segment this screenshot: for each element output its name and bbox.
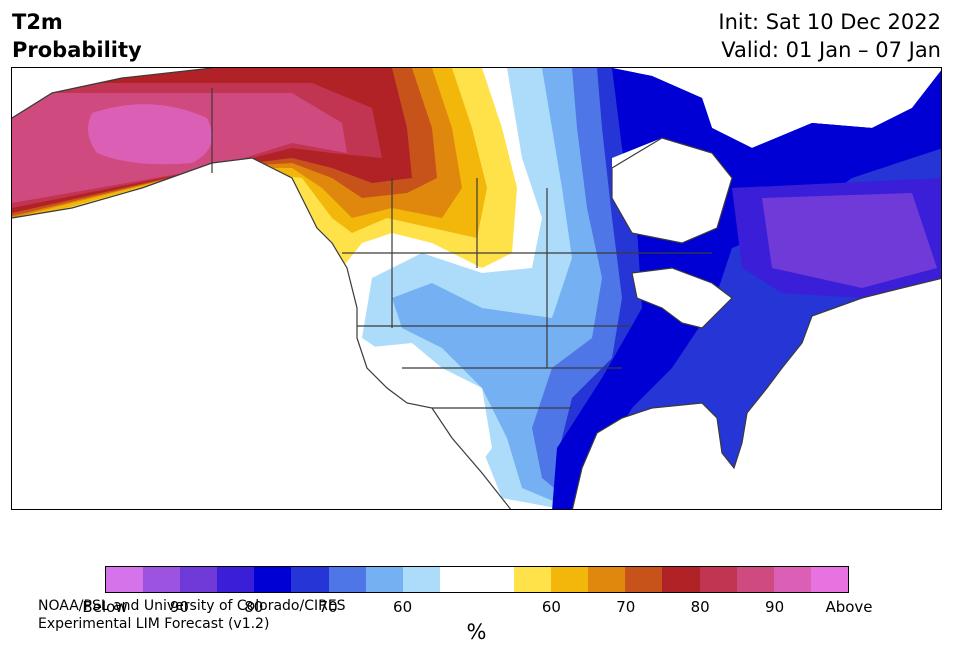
colorbar-swatch — [625, 567, 663, 592]
colorbar-swatch — [699, 567, 737, 592]
colorbar-swatch — [439, 567, 477, 592]
colorbar-swatch — [551, 567, 589, 592]
colorbar-swatch — [810, 567, 848, 592]
title-line-2: Probability — [12, 38, 142, 62]
hudson-bay — [612, 138, 732, 243]
colorbar-swatch — [217, 567, 255, 592]
forecast-map — [11, 67, 942, 510]
colorbar-swatch — [143, 567, 181, 592]
colorbar-swatch — [254, 567, 292, 592]
colorbar-swatch — [328, 567, 366, 592]
map-subtitle: Init: Sat 10 Dec 2022 Valid: 01 Jan – 07… — [718, 8, 941, 64]
colorbar-tick-label: 70 — [616, 598, 636, 616]
colorbar-tick-label: Below — [82, 598, 128, 616]
colorbar-swatch — [662, 567, 700, 592]
colorbar-tick-label: 70 — [318, 598, 338, 616]
colorbar-tick-label: 60 — [541, 598, 561, 616]
colorbar-swatch — [291, 567, 329, 592]
colorbar-swatch — [180, 567, 218, 592]
colorbar-tick-label: 80 — [690, 598, 710, 616]
colorbar-tick-label: 90 — [765, 598, 785, 616]
colorbar-swatch — [402, 567, 440, 592]
colorbar-swatch — [588, 567, 626, 592]
init-date: Init: Sat 10 Dec 2022 — [718, 10, 941, 34]
map-canvas — [12, 68, 941, 509]
colorbar — [105, 566, 849, 593]
colorbar-swatch — [736, 567, 774, 592]
title-line-1: T2m — [12, 10, 63, 34]
great-lakes — [632, 268, 732, 328]
colorbar-unit: % — [466, 620, 487, 644]
warm-region-95 — [88, 104, 212, 165]
credit-line-1: NOAA/PSL and University of Colorado/CIRE… — [38, 598, 346, 614]
colorbar-swatch — [106, 567, 144, 592]
colorbar-swatch — [365, 567, 403, 592]
boundary-lines — [12, 68, 941, 509]
colorbar-tick-label: 80 — [244, 598, 264, 616]
valid-range: Valid: 01 Jan – 07 Jan — [721, 38, 941, 62]
credit-line-2: Experimental LIM Forecast (v1.2) — [38, 616, 270, 632]
colorbar-swatch — [514, 567, 552, 592]
data-credit: NOAA/PSL and University of Colorado/CIRE… — [38, 597, 346, 633]
cold-region-90 — [762, 193, 937, 288]
map-title: T2m Probability — [12, 8, 142, 64]
colorbar-ticks: Below 90 80 70 60 60 70 80 90 Above — [82, 598, 872, 618]
colorbar-tick-label: Above — [825, 598, 873, 616]
colorbar-tick-label: 60 — [393, 598, 413, 616]
colorbar-swatch — [476, 567, 515, 592]
colorbar-swatch — [773, 567, 811, 592]
colorbar-tick-label: 90 — [169, 598, 189, 616]
